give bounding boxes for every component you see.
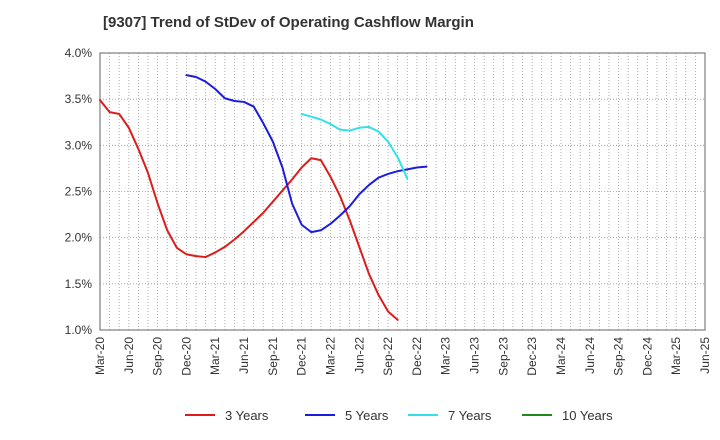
chart-title: [9307] Trend of StDev of Operating Cashf… <box>103 14 474 31</box>
legend-label: 10 Years <box>562 408 613 423</box>
x-tick-label: Sep-20 <box>151 337 165 376</box>
x-tick-label: Mar-20 <box>93 337 107 375</box>
y-tick-label: 3.0% <box>65 138 93 152</box>
x-tick-label: Dec-23 <box>525 337 539 376</box>
y-tick-label: 4.0% <box>65 46 93 60</box>
y-tick-label: 3.5% <box>65 92 93 106</box>
x-tick-label: Dec-21 <box>295 337 309 376</box>
series-line-5-years <box>185 74 428 234</box>
x-tick-label: Sep-21 <box>266 337 280 376</box>
x-tick-label: Mar-22 <box>323 337 337 375</box>
series-line-3-years <box>99 99 399 321</box>
x-tick-label: Jun-22 <box>352 337 366 374</box>
x-tick-label: Dec-20 <box>179 337 193 376</box>
x-tick-label: Sep-23 <box>496 337 510 376</box>
x-tick-label: Jun-25 <box>698 337 712 374</box>
x-tick-label: Dec-24 <box>640 337 654 376</box>
x-tick-label: Jun-20 <box>122 337 136 374</box>
x-tick-label: Dec-22 <box>410 337 424 376</box>
x-tick-label: Jun-21 <box>237 337 251 374</box>
axis-layer: 1.0% 1.5% 2.0% 2.5% 3.0% 3.5% 4.0% Mar-20 Jun-20… <box>65 46 712 376</box>
x-tick-label: Jun-24 <box>583 337 597 374</box>
legend-label: 7 Years <box>448 408 492 423</box>
legend-label: 3 Years <box>225 408 269 423</box>
x-tick-label: Mar-24 <box>554 337 568 375</box>
y-tick-label: 2.0% <box>65 231 93 245</box>
x-tick-label: Sep-22 <box>381 337 395 376</box>
series-layer <box>99 74 428 321</box>
y-tick-label: 1.0% <box>65 323 93 337</box>
grid-layer <box>100 53 705 330</box>
plot-border <box>99 52 706 331</box>
y-tick-label: 2.5% <box>65 185 93 199</box>
y-tick-label: 1.5% <box>65 277 93 291</box>
series-line-7-years <box>300 112 409 180</box>
legend-label: 5 Years <box>345 408 389 423</box>
x-tick-label: Jun-23 <box>468 337 482 374</box>
x-tick-label: Sep-24 <box>612 337 626 376</box>
legend: 3 Years 5 Years 7 Years 10 Years <box>185 408 613 423</box>
x-tick-label: Mar-25 <box>669 337 683 375</box>
x-tick-label: Mar-21 <box>208 337 222 375</box>
x-tick-label: Mar-23 <box>439 337 453 375</box>
